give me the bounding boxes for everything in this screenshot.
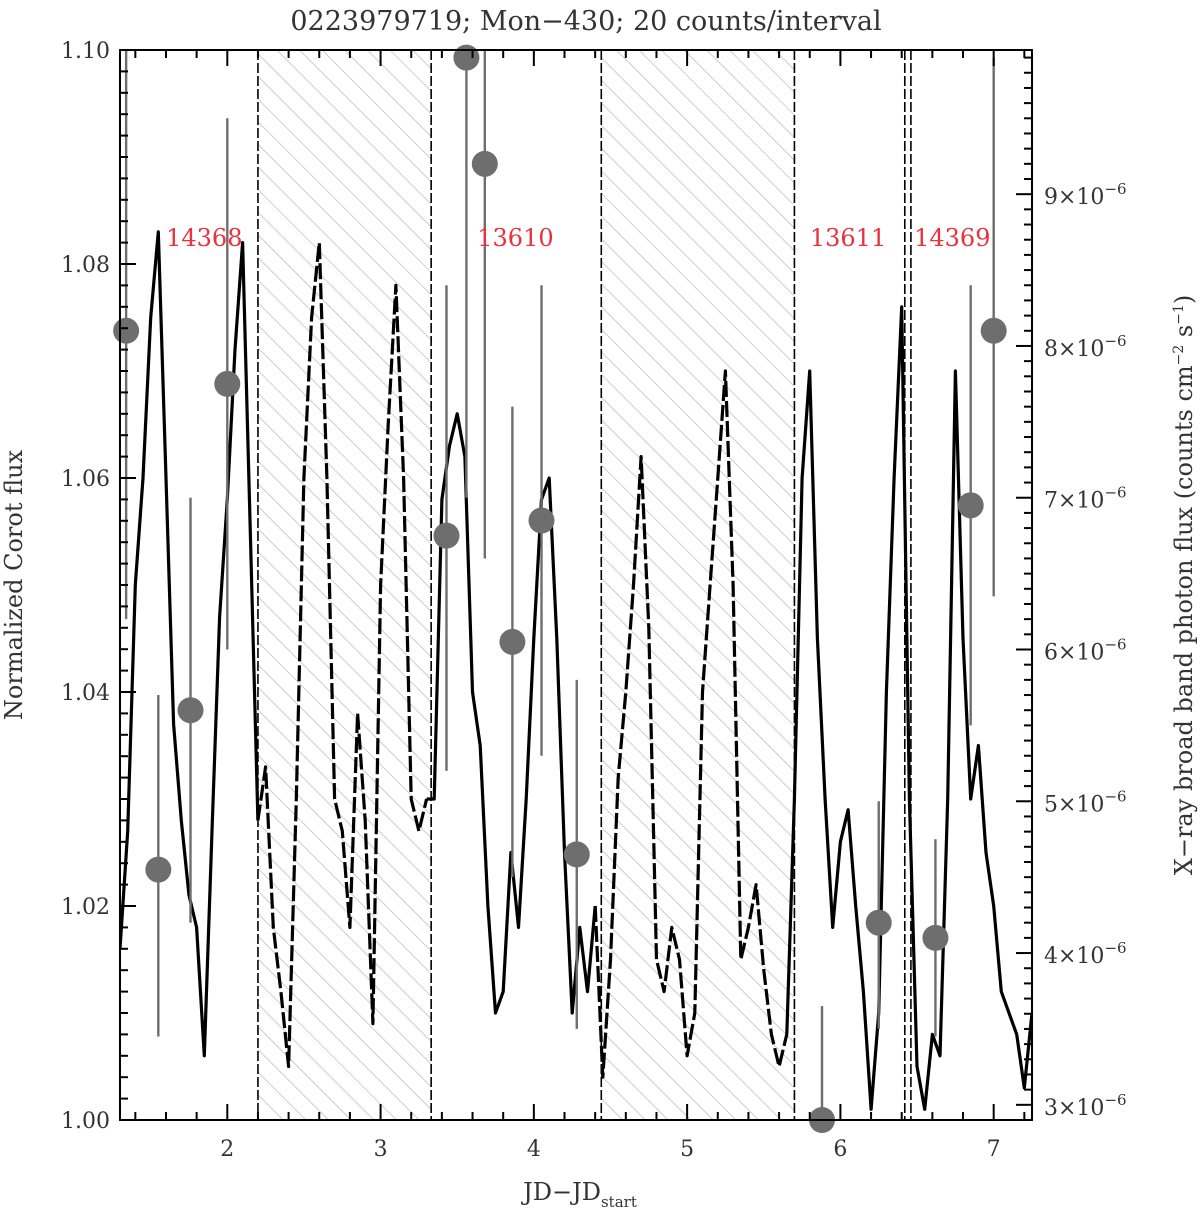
xray-point-2 bbox=[177, 497, 204, 923]
corot-flux-solid-segment-4 bbox=[785, 305, 1032, 1111]
xray-point-10 bbox=[809, 1006, 836, 1133]
xray-marker-6 bbox=[471, 150, 498, 177]
xray-marker-7 bbox=[499, 628, 526, 655]
y-right-tick-label-4: 7×10−6 bbox=[1044, 484, 1127, 514]
y-left-tick-label-2: 1.04 bbox=[61, 681, 110, 706]
y-axis-right-title-exp2: −1 bbox=[1171, 304, 1187, 325]
y-axis-right-title-main: X−ray broad band photon flux (counts cm bbox=[1170, 365, 1198, 875]
x-tick-label-1: 3 bbox=[374, 1137, 388, 1162]
y-right-tick-exponent: −6 bbox=[1104, 332, 1126, 350]
y-right-tick-label-0: 3×10−6 bbox=[1044, 1091, 1127, 1121]
y-right-tick-mantissa: 5×10 bbox=[1044, 792, 1104, 817]
corot-flux-layer bbox=[120, 230, 1032, 1111]
xray-marker-8 bbox=[528, 507, 555, 534]
x-tick-label-4: 6 bbox=[833, 1137, 847, 1162]
xray-marker-12 bbox=[922, 924, 949, 951]
x-tick-label-0: 2 bbox=[220, 1137, 234, 1162]
window-divider-layer bbox=[257, 50, 912, 1120]
xray-point-12 bbox=[922, 839, 949, 1037]
xray-marker-14 bbox=[980, 317, 1007, 344]
xray-point-5 bbox=[453, 44, 480, 498]
xray-point-6 bbox=[471, 50, 498, 559]
y-right-tick-mantissa: 9×10 bbox=[1044, 185, 1104, 210]
window-label-2: 13611 bbox=[810, 224, 886, 252]
y-right-tick-label-3: 6×10−6 bbox=[1044, 636, 1127, 666]
xray-point-1 bbox=[145, 695, 172, 1037]
xray-marker-3 bbox=[214, 370, 241, 397]
y-axis-left-title: Normalized Corot flux bbox=[0, 449, 28, 720]
y-right-tick-exponent: −6 bbox=[1104, 787, 1126, 805]
hatched-gap-1 bbox=[601, 50, 795, 1120]
y-axis-right-title-exp1: −2 bbox=[1171, 345, 1187, 366]
chart-title: 0223979719; Mon−430; 20 counts/interval bbox=[290, 6, 881, 37]
xray-marker-9 bbox=[563, 841, 590, 868]
xray-point-9 bbox=[563, 679, 590, 1029]
xray-marker-11 bbox=[865, 909, 892, 936]
xray-point-7 bbox=[499, 406, 526, 878]
axis-layer: 2 3 4 5 6 71.001.021.041.061.081.103×10−64×10… bbox=[61, 39, 1127, 1162]
xray-marker-2 bbox=[177, 697, 204, 724]
window-label-layer: 14368 13610 13611 14369 bbox=[166, 224, 990, 252]
xray-marker-1 bbox=[145, 856, 172, 883]
corot-flux-solid-segment-2 bbox=[426, 412, 597, 1015]
y-left-tick-label-3: 1.06 bbox=[61, 467, 110, 492]
y-right-tick-mantissa: 3×10 bbox=[1044, 1096, 1104, 1121]
x-tick-label-2: 4 bbox=[527, 1137, 541, 1162]
corot-flux-dashed-segment-3 bbox=[593, 369, 789, 1079]
corot-flux-dashed-segment-1 bbox=[256, 241, 429, 1069]
y-right-tick-mantissa: 6×10 bbox=[1044, 641, 1104, 666]
y-left-tick-label-1: 1.02 bbox=[61, 895, 110, 920]
xray-marker-13 bbox=[957, 492, 984, 519]
hatched-gap-layer bbox=[257, 50, 795, 1120]
xray-marker-0 bbox=[113, 317, 140, 344]
xray-point-14 bbox=[980, 57, 1007, 597]
xray-point-13 bbox=[957, 285, 984, 726]
y-right-tick-exponent: −6 bbox=[1104, 1091, 1126, 1109]
y-right-tick-exponent: −6 bbox=[1104, 484, 1126, 502]
xray-point-11 bbox=[865, 801, 892, 1029]
x-axis-title-main: JD−JD bbox=[520, 1178, 601, 1206]
x-axis-title-sub: start bbox=[601, 1193, 637, 1210]
x-axis-title: JD−JDstart bbox=[520, 1178, 637, 1210]
y-left-tick-label-4: 1.08 bbox=[61, 253, 110, 278]
window-label-0: 14368 bbox=[166, 224, 242, 252]
window-label-3: 14369 bbox=[914, 224, 990, 252]
xray-point-8 bbox=[528, 285, 555, 756]
y-right-tick-exponent: −6 bbox=[1104, 636, 1126, 654]
y-right-tick-label-5: 8×10−6 bbox=[1044, 332, 1127, 362]
y-right-tick-label-1: 4×10−6 bbox=[1044, 939, 1127, 969]
y-right-tick-label-2: 5×10−6 bbox=[1044, 787, 1127, 817]
y-axis-right-title-s: s bbox=[1170, 325, 1198, 345]
y-right-tick-label-6: 9×10−6 bbox=[1044, 180, 1127, 210]
y-axis-right-title-close: ) bbox=[1170, 295, 1198, 304]
y-right-tick-exponent: −6 bbox=[1104, 180, 1126, 198]
corot-flux-solid-segment-0 bbox=[120, 230, 260, 1058]
x-tick-label-3: 5 bbox=[680, 1137, 694, 1162]
y-right-tick-exponent: −6 bbox=[1104, 939, 1126, 957]
y-right-tick-mantissa: 4×10 bbox=[1044, 944, 1104, 969]
y-right-tick-mantissa: 8×10 bbox=[1044, 337, 1104, 362]
y-axis-right-title: X−ray broad band photon flux (counts cm−… bbox=[1170, 295, 1198, 876]
y-left-tick-label-5: 1.10 bbox=[61, 39, 110, 64]
xray-point-3 bbox=[214, 118, 241, 650]
xray-points-layer bbox=[113, 44, 1007, 1133]
x-tick-label-5: 7 bbox=[987, 1137, 1001, 1162]
y-right-tick-mantissa: 7×10 bbox=[1044, 489, 1104, 514]
xray-marker-4 bbox=[433, 522, 460, 549]
xray-marker-5 bbox=[453, 44, 480, 71]
xray-point-4 bbox=[433, 285, 460, 771]
y-left-tick-label-0: 1.00 bbox=[61, 1109, 110, 1134]
hatched-gap-0 bbox=[257, 50, 432, 1120]
window-label-1: 13610 bbox=[477, 224, 553, 252]
